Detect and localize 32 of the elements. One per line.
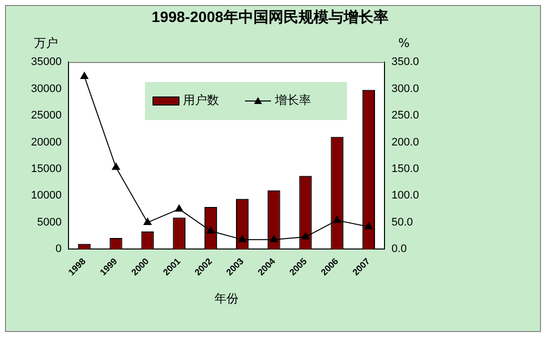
y2-tick-label: 200.0: [391, 136, 420, 148]
y-tick-label: 30000: [30, 82, 62, 95]
chart-title: 1998-2008年中国网民规模与增长率: [152, 8, 388, 26]
y-tick-label: 5000: [37, 216, 62, 228]
y2-tick-label: 300.0: [391, 82, 420, 95]
y2-tick-label: 250.0: [391, 110, 420, 122]
point: [80, 72, 88, 79]
y2-tick-label: 0.0: [391, 243, 407, 256]
y-tick-label: 15000: [30, 163, 62, 176]
y2-tick-label: 50.0: [391, 216, 413, 228]
legend-label: 增长率: [274, 93, 311, 108]
y2-tick-label: 150.0: [391, 163, 420, 176]
y-axis-title: 万户: [34, 36, 58, 50]
point: [302, 232, 310, 240]
legend-label: 用户数: [183, 93, 219, 108]
y-tick-label: 0: [55, 243, 62, 256]
y-tick-label: 35000: [30, 56, 62, 68]
y2-axis-title: %: [398, 36, 410, 50]
point: [238, 235, 246, 242]
point: [206, 226, 215, 234]
point: [270, 235, 278, 242]
y-tick-label: 25000: [30, 110, 62, 122]
y2-tick-label: 100.0: [391, 190, 420, 202]
point: [175, 204, 184, 212]
y-tick-label: 20000: [30, 136, 62, 148]
y-tick-label: 10000: [30, 190, 62, 202]
point: [112, 162, 120, 170]
point: [333, 216, 342, 223]
point: [144, 218, 152, 225]
point: [364, 222, 373, 230]
x-axis-title: 年份: [214, 291, 239, 306]
y2-tick-label: 350.0: [391, 56, 420, 68]
